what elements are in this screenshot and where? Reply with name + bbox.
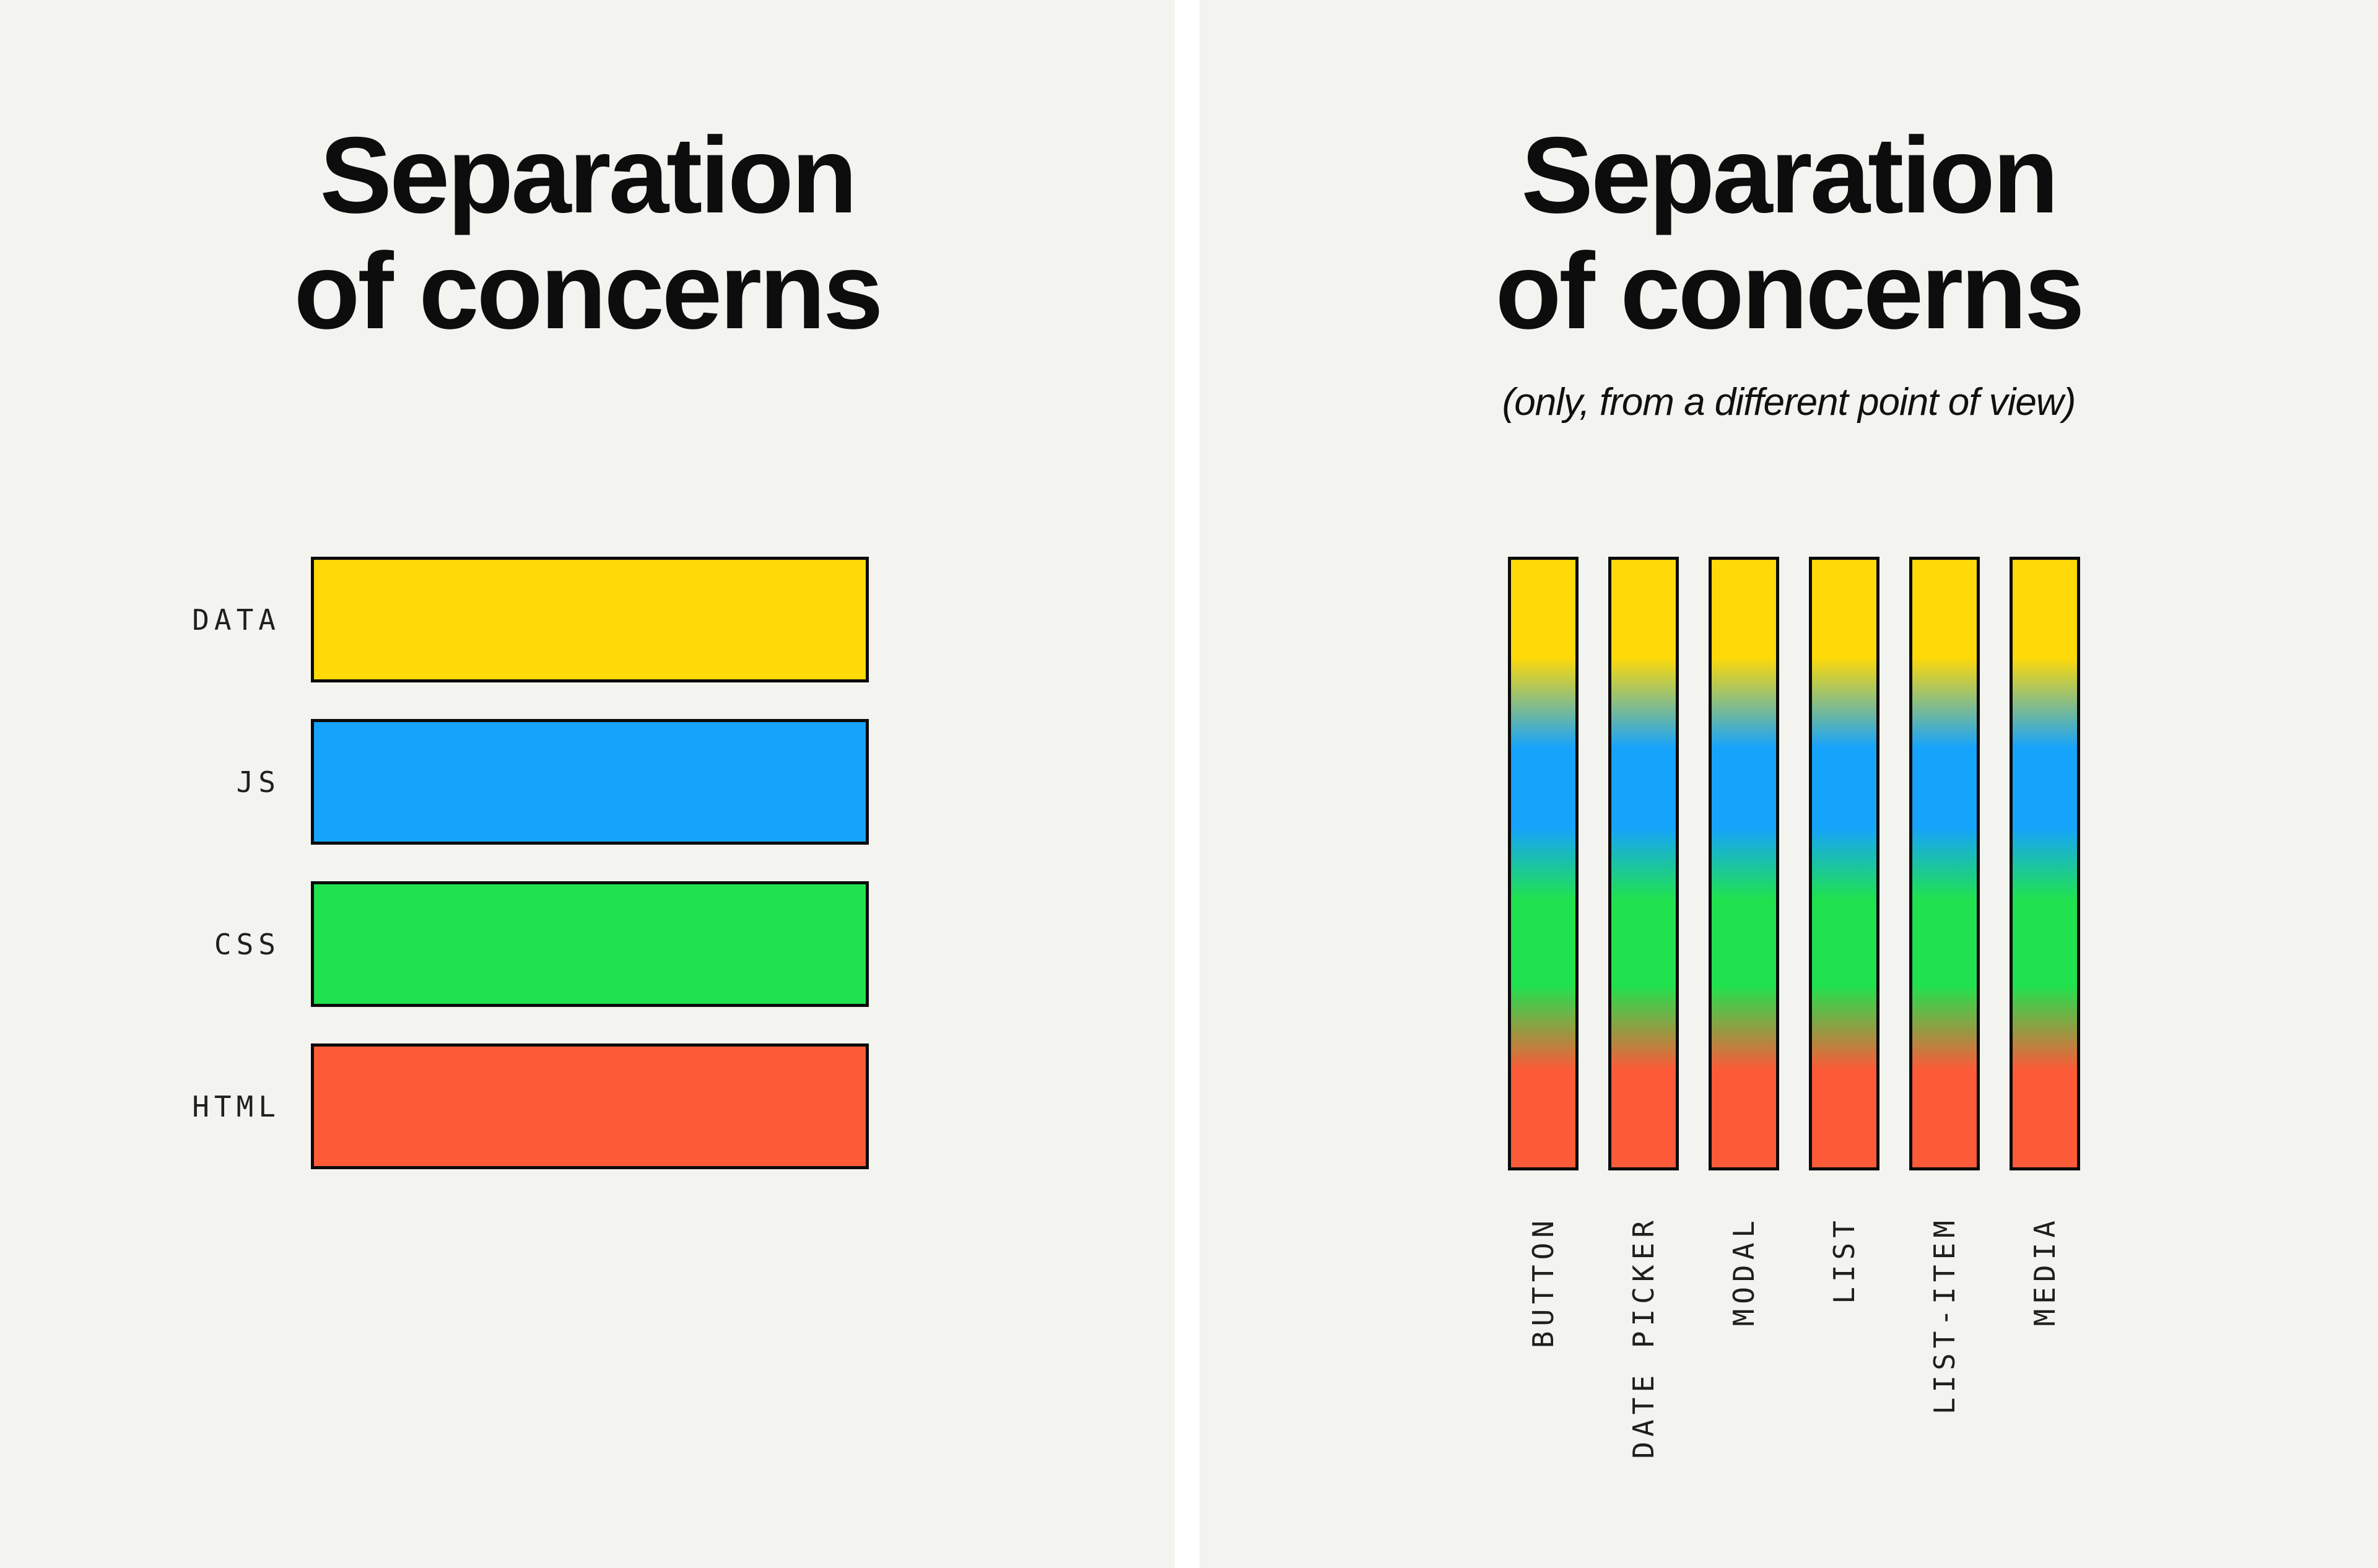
left-panel: Separation of concerns DATA JS CSS HTML [0, 0, 1175, 1568]
component-label-modal: MODAL [1727, 1216, 1761, 1326]
layer-row-data: DATA [0, 557, 869, 682]
component-label-cell: LIST [1809, 1216, 1879, 1459]
layer-label-data: DATA [192, 603, 281, 637]
left-title-line2: of concerns [294, 231, 884, 352]
layer-bar-data [311, 557, 869, 682]
layer-label-css: CSS [214, 927, 281, 961]
component-label-cell: LIST-ITEM [1909, 1216, 1980, 1459]
right-subtitle: (only, from a different point of view) [1502, 381, 2076, 424]
component-bar-chart [1508, 557, 2080, 1170]
component-label-list: LIST [1827, 1216, 1861, 1304]
component-labels: BUTTON DATE PICKER MODAL LIST LIST-ITEM … [1508, 1216, 2080, 1459]
right-title-line2: of concerns [1495, 231, 2085, 352]
left-title-line1: Separation [320, 115, 857, 236]
layer-bar-css [311, 881, 869, 1007]
right-title: Separation of concerns [1200, 118, 2378, 350]
layer-row-js: JS [0, 719, 869, 845]
layer-row-css: CSS [0, 881, 869, 1007]
component-bar-date-picker [1608, 557, 1679, 1170]
layer-row-html: HTML [0, 1043, 869, 1169]
component-label-cell: MODAL [1709, 1216, 1779, 1459]
layer-bar-html [311, 1043, 869, 1169]
layer-label-js: JS [236, 765, 281, 799]
component-bar-button [1508, 557, 1579, 1170]
technology-layer-chart: DATA JS CSS HTML [0, 557, 869, 1169]
component-bar-list [1809, 557, 1879, 1170]
right-title-line1: Separation [1521, 115, 2058, 236]
panel-divider [1175, 0, 1200, 1568]
layer-bar-js [311, 719, 869, 845]
component-label-date-picker: DATE PICKER [1627, 1216, 1660, 1459]
component-label-cell: MEDIA [2010, 1216, 2080, 1459]
component-label-list-item: LIST-ITEM [1928, 1216, 1961, 1415]
component-label-cell: BUTTON [1508, 1216, 1579, 1459]
layer-label-html: HTML [192, 1089, 281, 1123]
component-label-button: BUTTON [1527, 1216, 1560, 1349]
right-panel: Separation of concerns (only, from a dif… [1200, 0, 2378, 1568]
component-bar-list-item [1909, 557, 1980, 1170]
component-label-cell: DATE PICKER [1608, 1216, 1679, 1459]
component-label-media: MEDIA [2028, 1216, 2062, 1326]
left-title: Separation of concerns [0, 118, 1175, 350]
component-bar-modal [1709, 557, 1779, 1170]
component-bar-media [2010, 557, 2080, 1170]
